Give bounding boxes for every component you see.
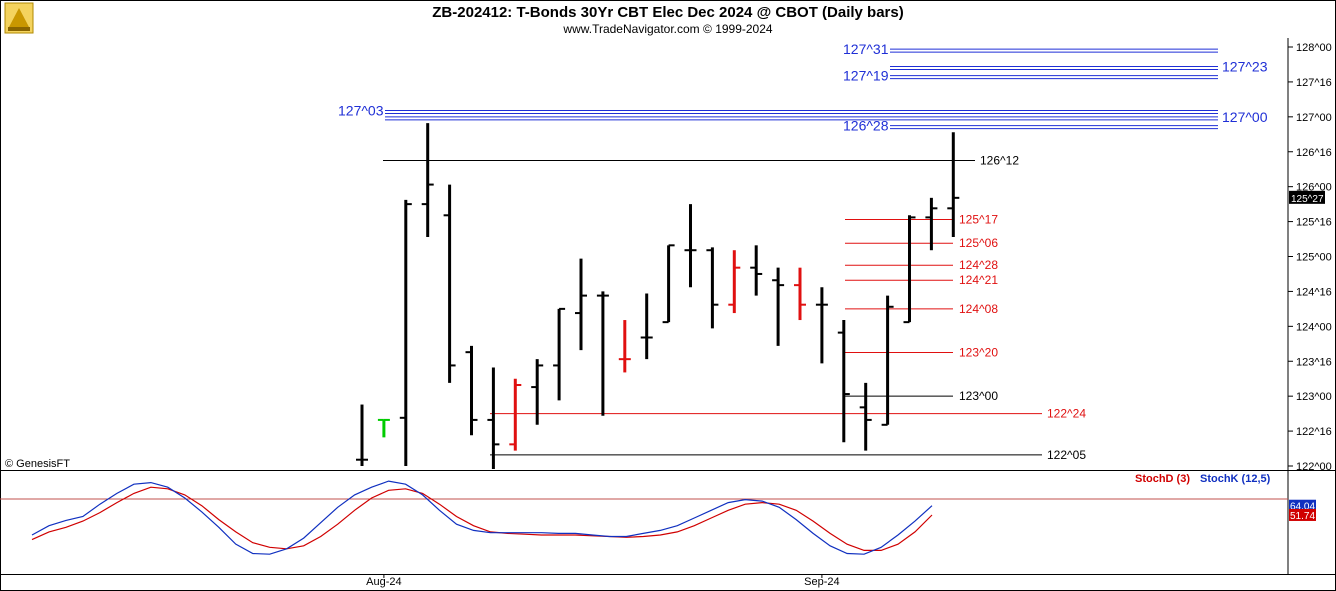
price-axis-tick-label: 123^00 — [1296, 391, 1332, 403]
watermark: © GenesisFT — [5, 458, 70, 470]
price-level-label: 123^00 — [959, 389, 998, 403]
price-level-label: 127^23 — [1222, 59, 1268, 75]
price-level-label: 123^20 — [959, 346, 998, 360]
date-axis: Aug-24 Sep-24 — [366, 574, 840, 588]
price-axis-tick-label: 124^00 — [1296, 321, 1332, 333]
price-level-label: 125^17 — [959, 212, 998, 226]
price-axis-tick-label: 128^00 — [1296, 42, 1332, 54]
price-axis: 128^00 127^16 127^00 126^16 126^00 125^16 125^… — [1288, 42, 1332, 473]
last-price-label: 125^27 — [1291, 194, 1324, 205]
price-level-label: 124^28 — [959, 258, 998, 272]
price-level-label: 122^05 — [1047, 448, 1086, 462]
price-axis-tick-label: 122^00 — [1296, 461, 1332, 473]
date-axis-label: Aug-24 — [366, 576, 401, 588]
price-level-label: 127^19 — [843, 68, 889, 84]
chart-subtitle: www.TradeNavigator.com © 1999-2024 — [562, 22, 772, 36]
price-axis-tick-label: 125^00 — [1296, 252, 1332, 264]
price-axis-tick-label: 126^00 — [1296, 182, 1332, 194]
date-axis-label: Sep-24 — [804, 576, 839, 588]
price-level-label: 125^06 — [959, 236, 998, 250]
bars-layer — [356, 123, 960, 469]
price-level-label: 122^24 — [1047, 407, 1086, 421]
price-axis-tick-label: 126^16 — [1296, 147, 1332, 159]
price-axis-tick-label: 123^16 — [1296, 356, 1332, 368]
legend-stoch-k: StochK (12,5) — [1200, 473, 1271, 485]
stoch-k-line — [31, 480, 933, 555]
chart-title: ZB-202412: T-Bonds 30Yr CBT Elec Dec 202… — [432, 4, 903, 21]
price-axis-tick-label: 124^16 — [1296, 286, 1332, 298]
stoch-d-badge — [1289, 508, 1316, 521]
price-level-label: 127^31 — [843, 41, 889, 57]
levels-layer: 127^31 127^23 127^19 127^03 127^00 126^28 126^… — [338, 41, 1268, 462]
price-axis-tick-label: 122^16 — [1296, 426, 1332, 438]
last-price-badge — [1289, 190, 1325, 204]
stoch-d-value: 51.74 — [1290, 511, 1315, 522]
legend-stoch-d: StochD (3) — [1135, 473, 1190, 485]
stoch-k-value: 64.04 — [1290, 502, 1315, 513]
price-axis-tick-label: 127^00 — [1296, 112, 1332, 124]
trading-floor-logo-icon — [4, 2, 34, 34]
stoch-d-line — [31, 486, 933, 552]
price-level-label: 124^08 — [959, 302, 998, 316]
stoch-k-badge — [1289, 499, 1316, 512]
price-level-label: 127^00 — [1222, 109, 1268, 125]
price-axis-tick-label: 125^16 — [1296, 217, 1332, 229]
price-level-label: 124^21 — [959, 273, 998, 287]
price-level-label: 127^03 — [338, 103, 384, 119]
price-axis-tick-label: 127^16 — [1296, 77, 1332, 89]
price-level-label: 126^28 — [843, 118, 889, 134]
price-level-label: 126^12 — [980, 153, 1019, 167]
